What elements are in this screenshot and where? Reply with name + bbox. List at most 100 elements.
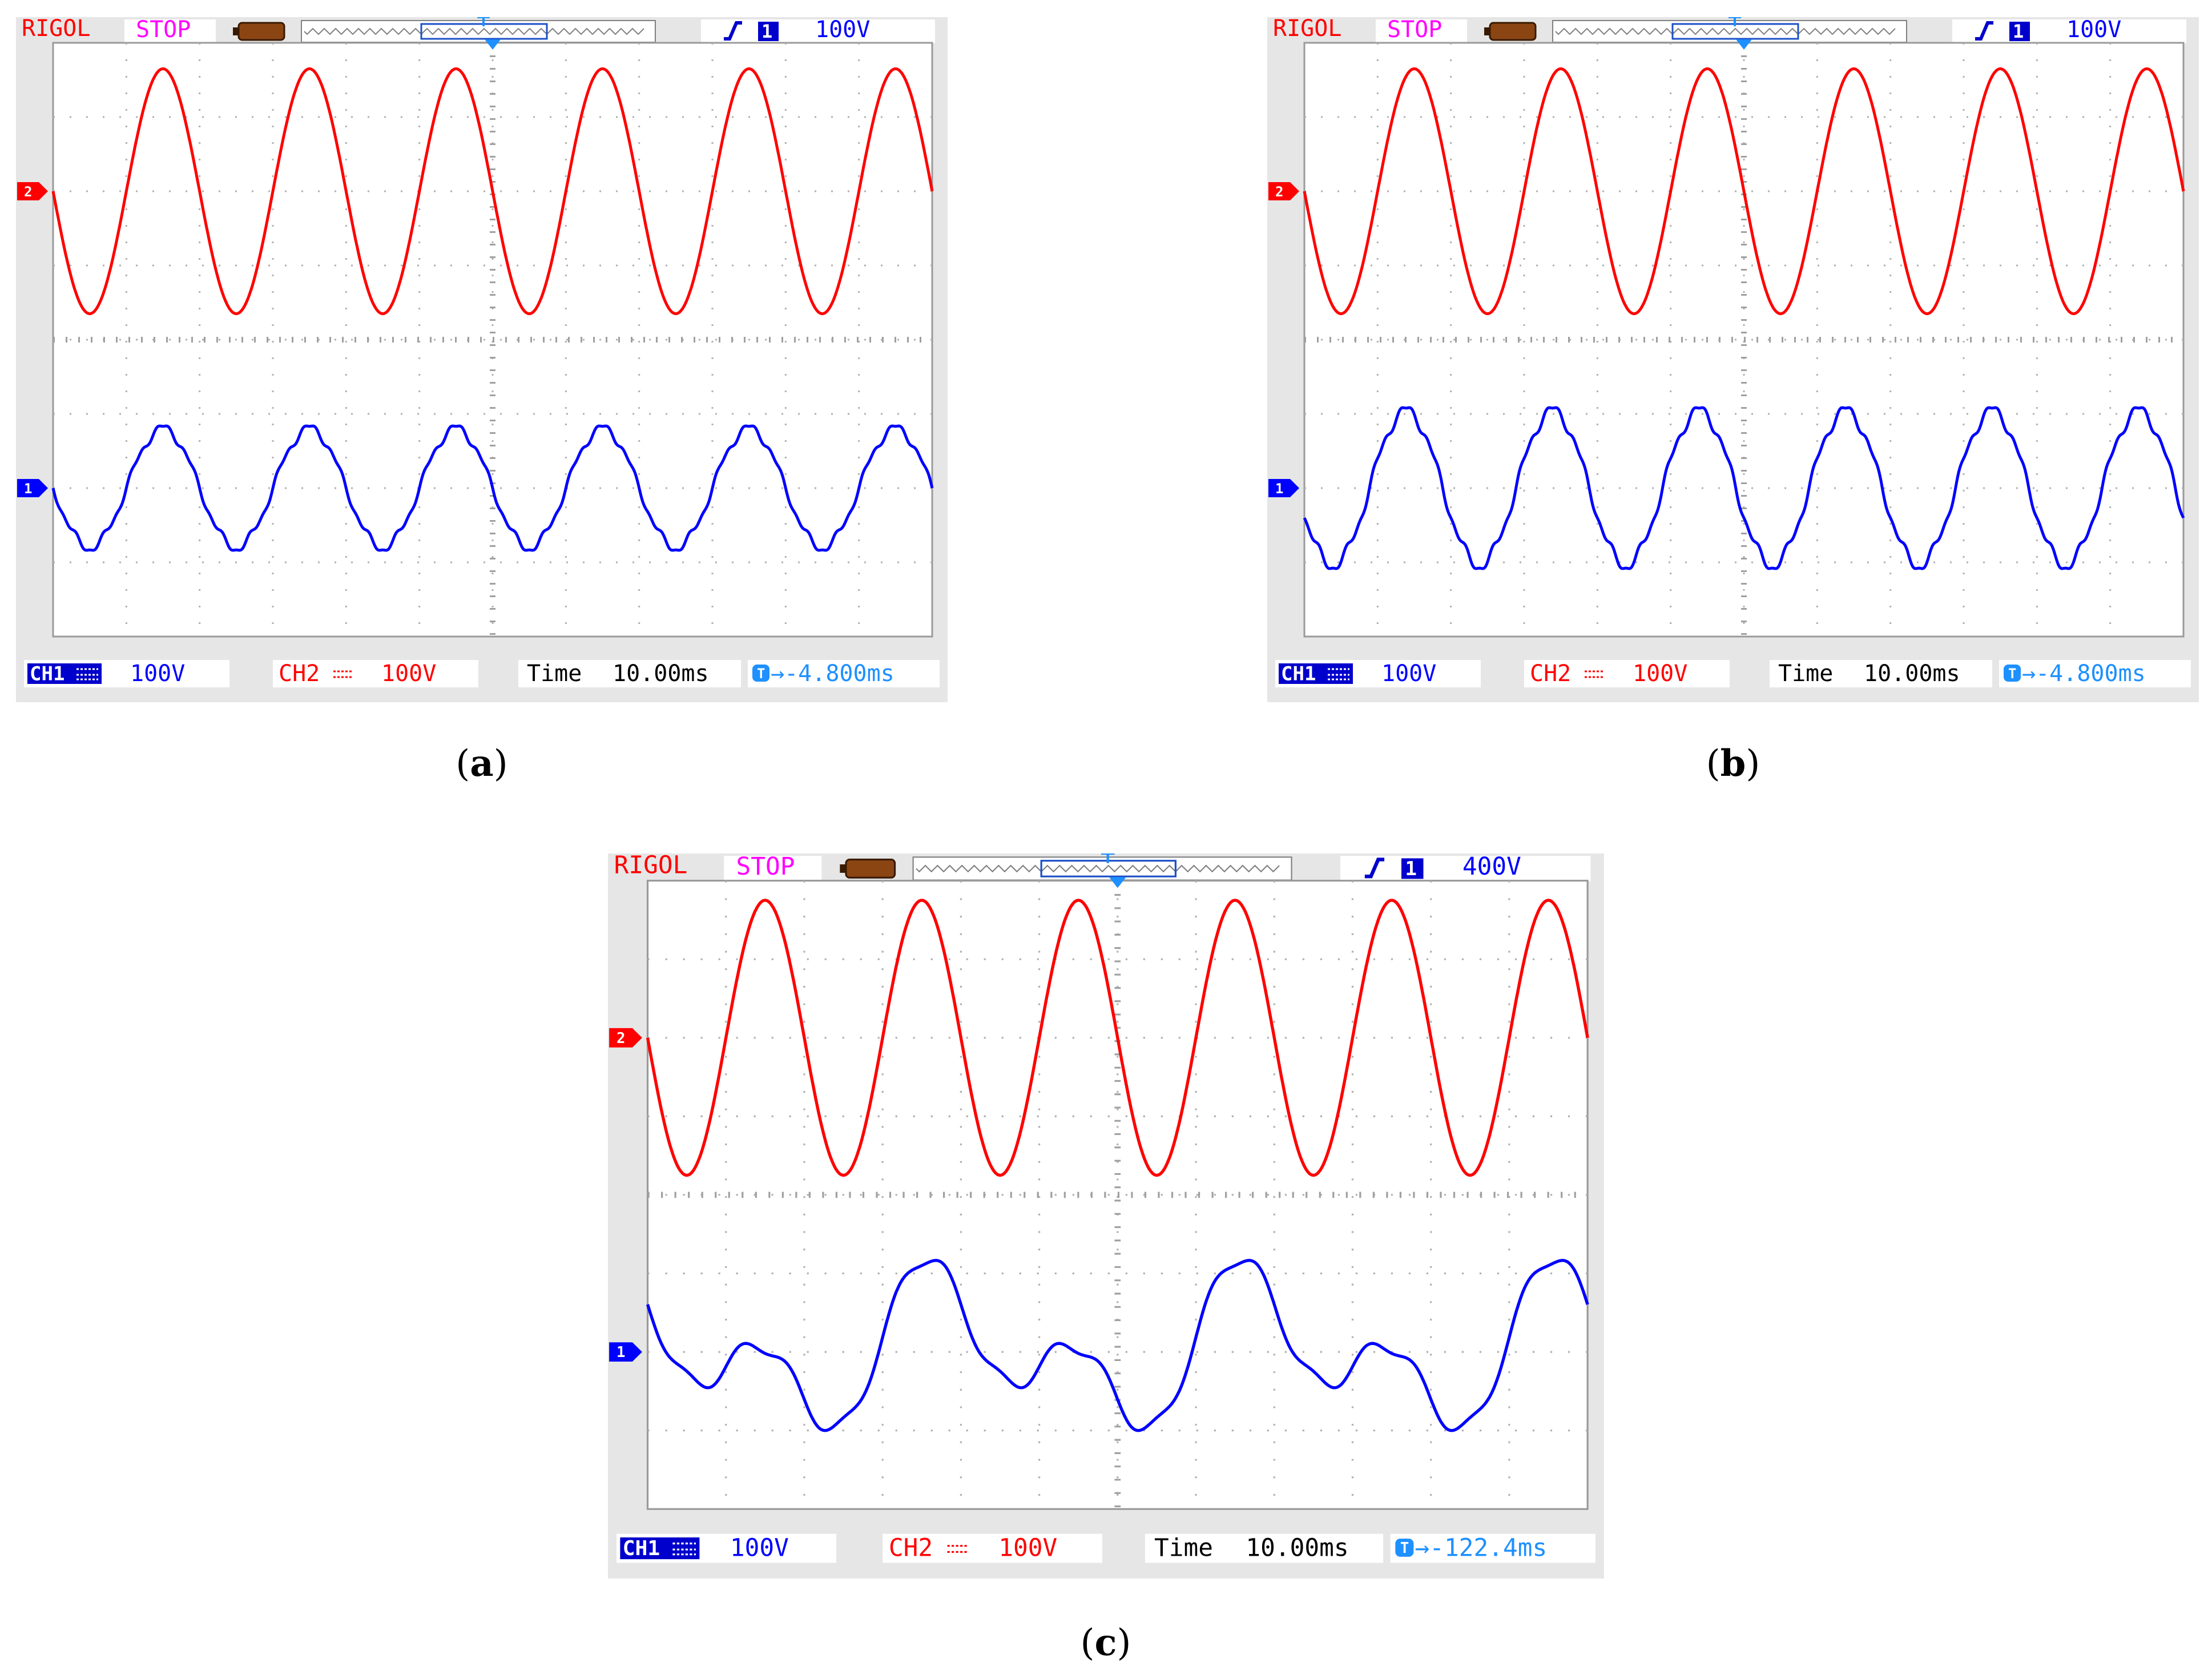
caption-b: (b) (1706, 742, 1760, 785)
trigger-position-icon (485, 39, 501, 50)
ch2-ground-marker-label: 2 (24, 184, 32, 200)
ch1-label: CH1 (623, 1536, 660, 1560)
ch2-ground-marker (1268, 182, 1299, 200)
trigger-offset-icon-letter: T (757, 666, 765, 682)
brand-label: RIGOL (614, 853, 688, 880)
trigger-channel-badge (1401, 858, 1424, 879)
ch1-ground-marker-label: 1 (24, 481, 32, 497)
trigger-pos-top-icon (477, 17, 490, 26)
timebase-box (1145, 1533, 1383, 1563)
ch1-ground-marker-label: 1 (1275, 481, 1283, 497)
time-label: Time (527, 661, 582, 687)
ch1-ground-marker (1268, 479, 1299, 497)
ch1-coupling-icon (1328, 668, 1349, 681)
trigger-channel-number: 1 (1405, 857, 1417, 880)
ch1-scale-value: 100V (1381, 661, 1436, 687)
ch1-badge (27, 663, 102, 684)
memory-bar-cap-icon (233, 27, 239, 35)
time-label: Time (1778, 661, 1833, 687)
ch2-coupling-icon (1585, 670, 1604, 678)
trigger-offset-value: →-4.800ms (771, 661, 895, 687)
trigger-offset-value: →-122.4ms (1415, 1535, 1548, 1563)
scope-panel-c: RIGOL STOP 1 400V 2 1 CH1 100V CH2 100V Time 10.00m… (608, 853, 1604, 1579)
trigger-offset-box (1390, 1533, 1596, 1563)
ch1-label: CH1 (30, 663, 65, 686)
trigger-pos-top-icon (1728, 17, 1741, 26)
ch1-badge (1279, 663, 1353, 684)
trigger-offset-icon (752, 665, 769, 682)
trigger-channel-number: 1 (761, 21, 772, 42)
memory-waveform-icon (1555, 27, 1896, 35)
ch2-waveform (1303, 67, 2185, 315)
caption-a: (a) (456, 742, 508, 785)
oscilloscope-screen-c: RIGOL STOP 1 400V 2 1 CH1 100V CH2 100V Time 10.00m… (609, 853, 1596, 1563)
brand-label: RIGOL (1273, 17, 1341, 42)
trigger-position-icon (1109, 877, 1126, 888)
oscilloscope-screen-b: RIGOL STOP 1 100V 2 1 CH1 100V CH2 100V Time 10.00m… (1268, 17, 2191, 687)
rising-edge-icon (724, 21, 742, 41)
trigger-offset-icon-letter: T (1400, 1540, 1409, 1557)
ch1-ground-marker (609, 1342, 642, 1362)
ch1-ground-marker-label: 1 (617, 1344, 625, 1361)
ch1-scale-value: 100V (130, 661, 185, 687)
status-label: STOP (736, 853, 795, 881)
ch1-waveform (51, 424, 934, 552)
ch2-ground-marker-label: 2 (1275, 184, 1283, 200)
timebase-value: 10.00ms (1864, 661, 1960, 687)
ch1-waveform (646, 1259, 1589, 1432)
timebase-value: 10.00ms (1246, 1535, 1348, 1563)
trigger-pos-top-icon (1101, 853, 1115, 863)
ch2-scale-box (1524, 660, 1730, 687)
rising-edge-icon (1364, 857, 1385, 879)
trigger-level-value: 100V (815, 17, 870, 43)
trigger-level-value: 100V (2066, 17, 2121, 43)
ch2-scale-box (273, 660, 478, 687)
ch1-waveform (1303, 406, 2185, 570)
time-label: Time (1154, 1535, 1213, 1563)
trigger-offset-icon (1395, 1539, 1414, 1557)
ch2-scale-box (883, 1533, 1103, 1563)
trigger-channel-number: 1 (2013, 21, 2024, 42)
ch1-coupling-icon (672, 1543, 696, 1556)
ch2-scale-value: 100V (998, 1535, 1057, 1563)
ch2-waveform (51, 67, 934, 315)
ch2-ground-marker (17, 182, 48, 200)
memory-bar-icon (845, 858, 896, 879)
ch2-scale-value: 100V (381, 661, 436, 687)
oscilloscope-screen-a: RIGOL STOP 1 100V 2 1 CH1 100V CH2 100V Time 10.00m… (17, 17, 940, 687)
trigger-offset-icon (2004, 665, 2021, 682)
memory-waveform-icon (916, 864, 1280, 873)
caption-c: (c) (1080, 1621, 1131, 1664)
ch2-scale-value: 100V (1633, 661, 1687, 687)
trigger-channel-badge (758, 22, 779, 41)
scope-panel-a: RIGOL STOP 1 100V 2 1 CH1 100V CH2 100V Time 10.00m… (16, 17, 948, 702)
ch1-badge (620, 1537, 700, 1560)
status-box (124, 19, 216, 43)
trigger-position-icon (1736, 39, 1752, 50)
brand-label: RIGOL (22, 17, 90, 42)
trigger-offset-value: →-4.800ms (2022, 661, 2146, 687)
ch2-ground-marker (609, 1028, 642, 1048)
ch2-label: CH2 (889, 1535, 933, 1563)
ch1-ground-marker (17, 479, 48, 497)
ch2-coupling-icon (947, 1545, 968, 1553)
trigger-offset-box (1999, 660, 2191, 687)
ch2-label: CH2 (279, 661, 320, 687)
timebase-box (518, 660, 741, 687)
trigger-offset-icon-letter: T (2008, 666, 2016, 682)
timebase-value: 10.00ms (613, 661, 709, 687)
rising-edge-icon (1975, 21, 1993, 41)
ch1-label: CH1 (1281, 663, 1316, 686)
status-box (724, 856, 822, 881)
ch1-coupling-icon (76, 668, 98, 681)
trigger-channel-badge (2009, 22, 2030, 41)
trigger-offset-box (748, 660, 940, 687)
trigger-level-value: 400V (1462, 853, 1521, 881)
status-box (1376, 19, 1467, 43)
status-label: STOP (136, 17, 191, 43)
ch2-label: CH2 (1530, 661, 1571, 687)
memory-bar-cap-icon (1484, 27, 1490, 35)
timebase-box (1770, 660, 1992, 687)
ch2-ground-marker-label: 2 (617, 1030, 625, 1047)
memory-bar-icon (1489, 22, 1537, 41)
